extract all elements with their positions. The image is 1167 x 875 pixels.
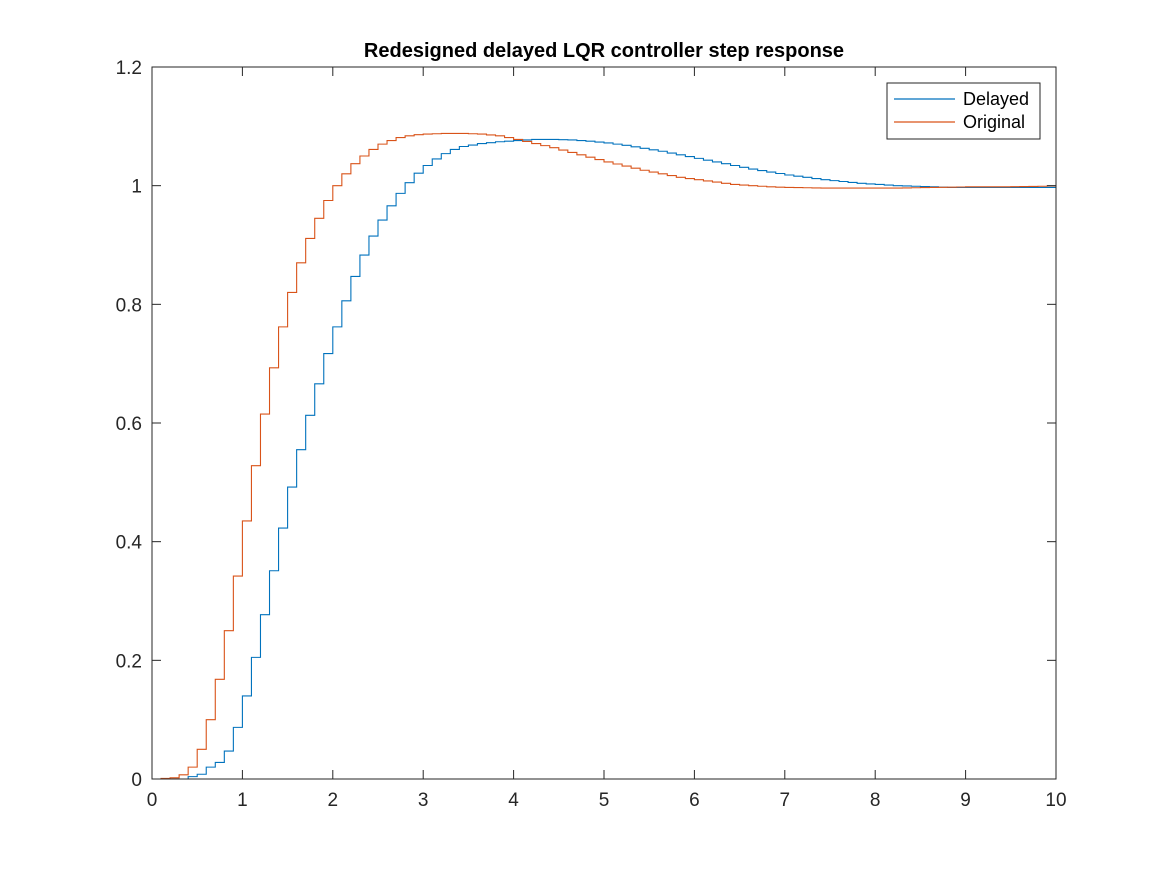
y-tick-label: 0 <box>131 770 142 791</box>
y-tick-label: 0.6 <box>116 414 142 435</box>
y-tick-label: 1.2 <box>116 58 142 79</box>
axes-box <box>151 66 1057 780</box>
y-tick-label: 1 <box>131 177 142 198</box>
chart-title: Redesigned delayed LQR controller step r… <box>364 40 844 62</box>
y-tick-label: 0.2 <box>116 651 142 672</box>
series-layer <box>152 132 1057 780</box>
x-tick-label: 10 <box>1045 790 1066 811</box>
x-tick-label: 7 <box>780 790 791 811</box>
x-tick-label: 4 <box>508 790 519 811</box>
x-tick-label: 2 <box>328 790 339 811</box>
x-tick-label: 5 <box>599 790 610 811</box>
x-tick-label: 0 <box>147 790 158 811</box>
legend-box <box>886 82 1041 140</box>
legend[interactable]: Delayed Original <box>886 82 1041 140</box>
y-tick-label: 0.4 <box>116 533 143 554</box>
x-tick-label: 1 <box>237 790 248 811</box>
x-tick-label: 9 <box>960 790 971 811</box>
y-tick-label: 0.8 <box>116 295 142 316</box>
series-line-delayed <box>152 138 1056 780</box>
x-tick-label: 6 <box>689 790 700 811</box>
x-tick-label: 3 <box>418 790 429 811</box>
x-tick-label: 8 <box>870 790 881 811</box>
legend-label-original: Original <box>963 112 1025 132</box>
legend-label-delayed: Delayed <box>963 89 1029 109</box>
ticks-layer: 0 1 2 3 4 5 6 7 8 9 10 0 0.2 0.4 0.6 0.8 1 1.2 <box>116 58 1067 811</box>
series-line-original <box>152 132 1057 780</box>
